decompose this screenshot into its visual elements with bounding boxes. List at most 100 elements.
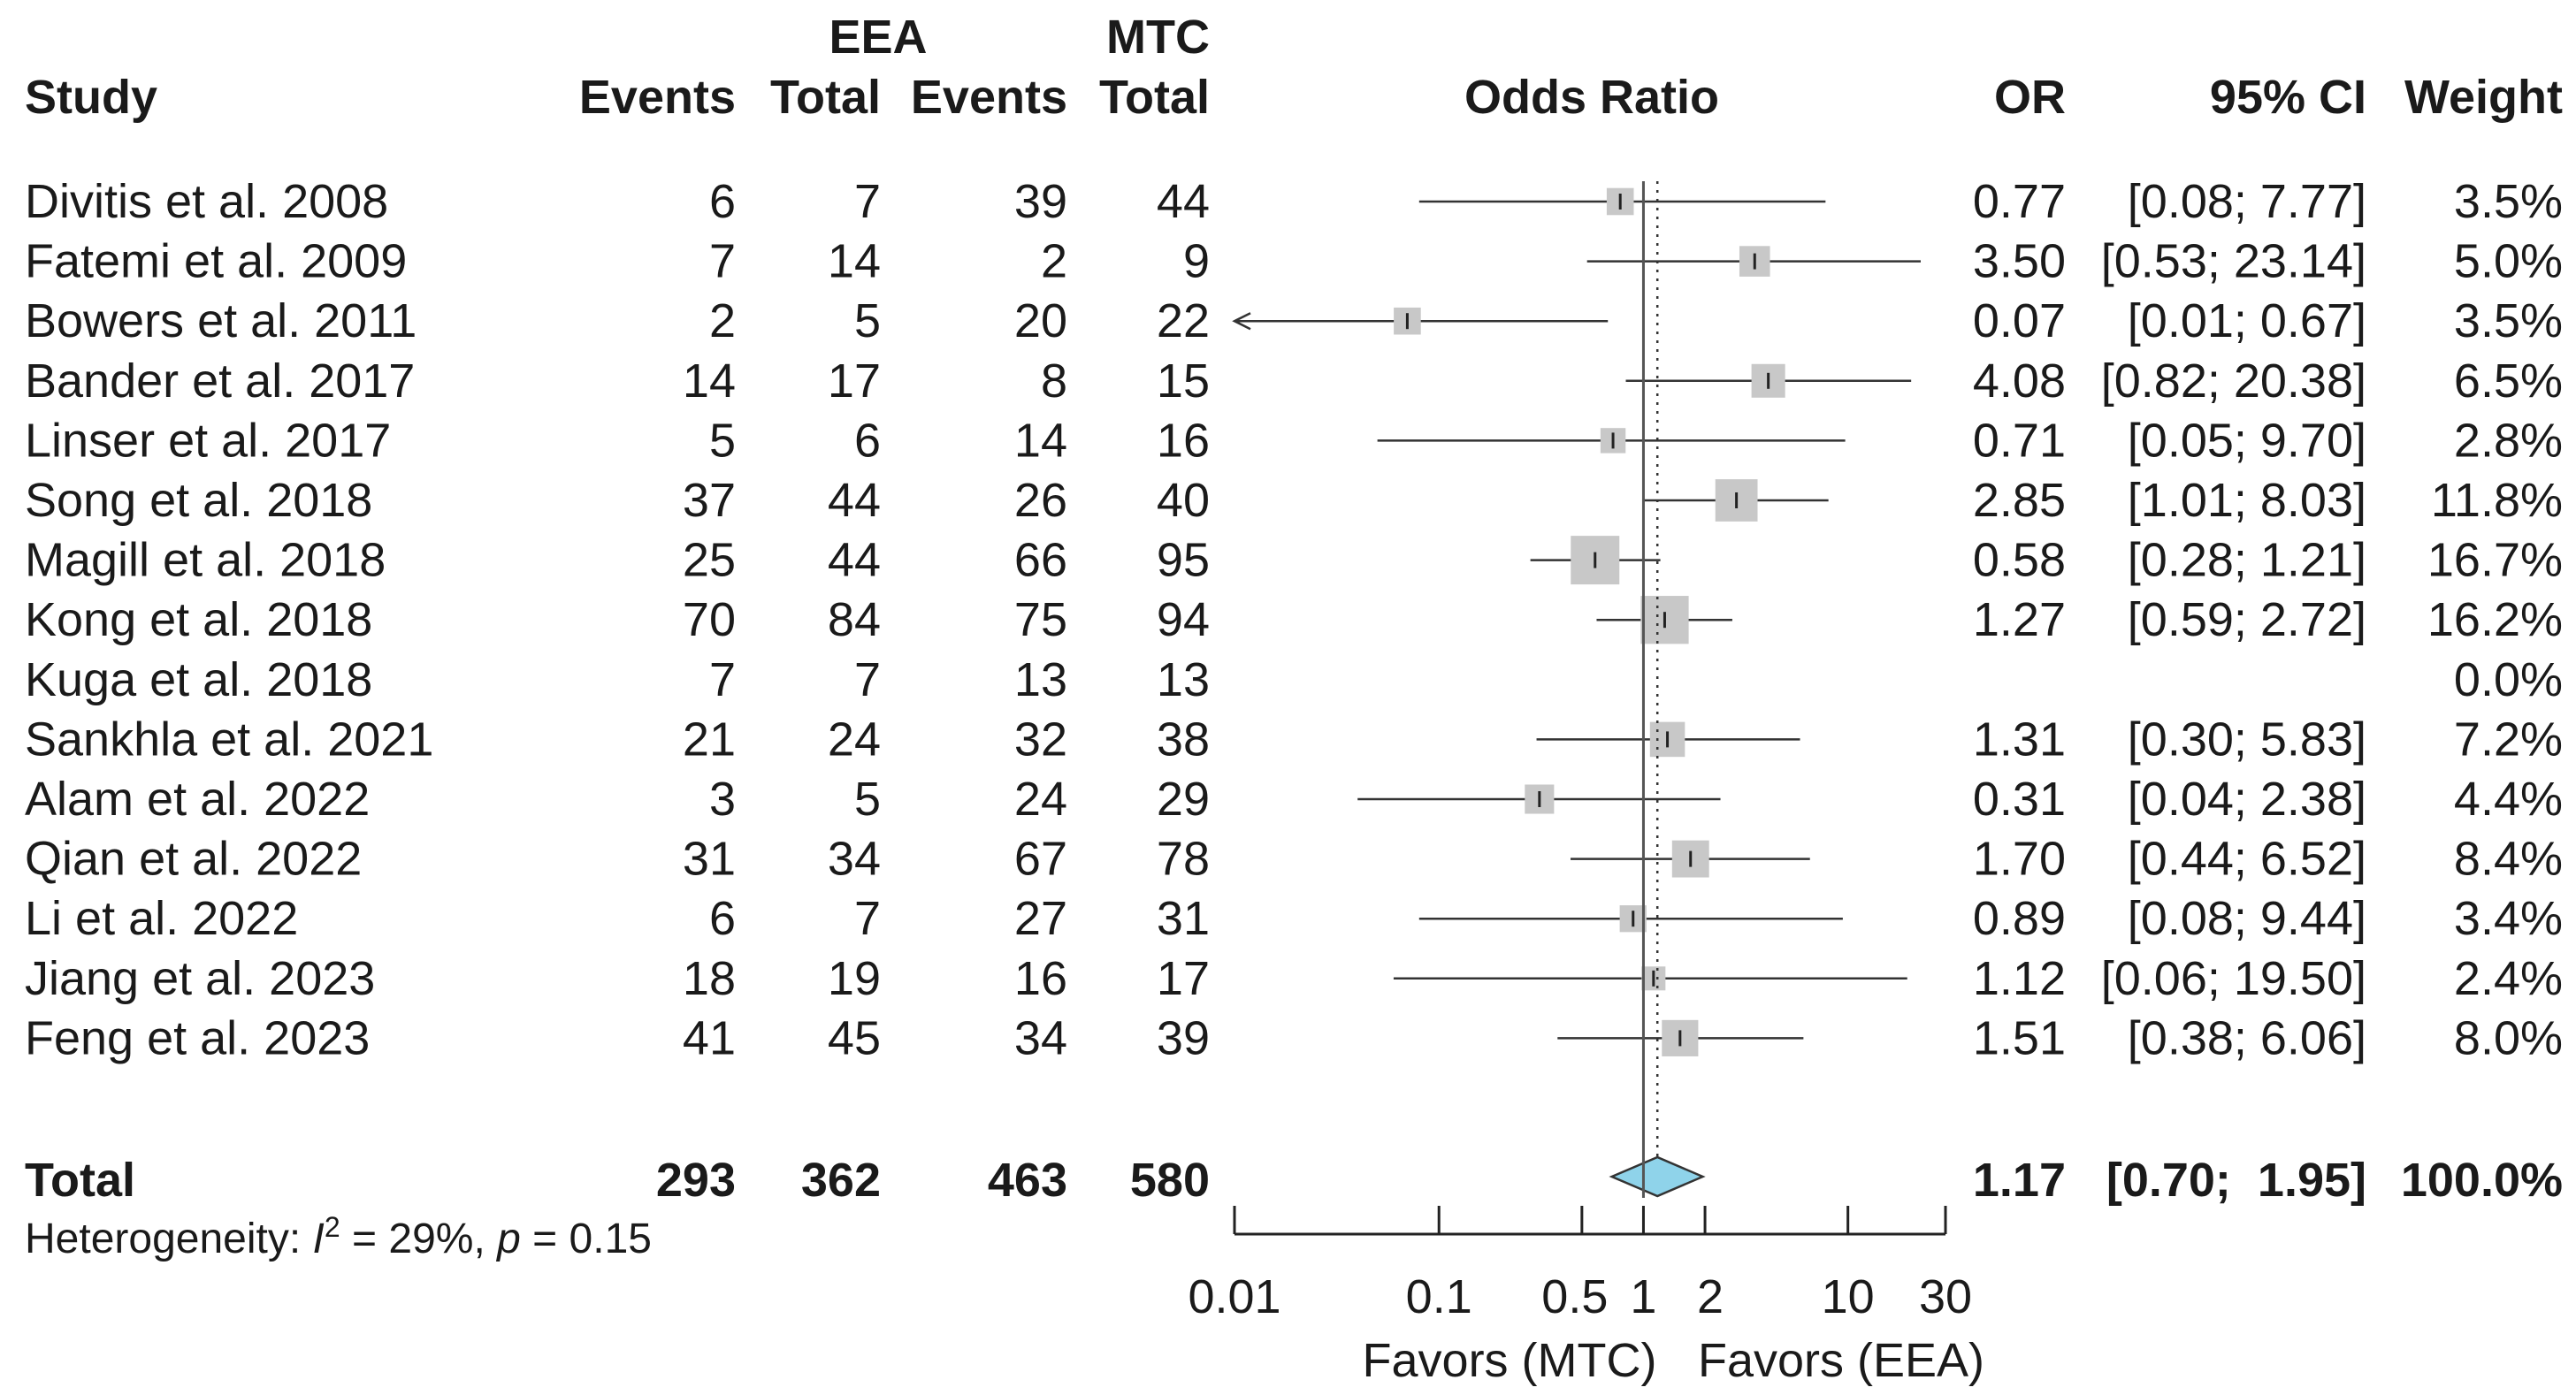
mtc-events: 39: [1014, 175, 1067, 228]
axis-tick-label: 1: [1630, 1270, 1656, 1323]
mtc-events: 26: [1014, 474, 1067, 527]
mtc-total: 16: [1157, 414, 1210, 467]
weight-value: 4.4%: [2454, 773, 2563, 826]
weight-value: 3.4%: [2454, 892, 2563, 945]
study-rows: Divitis et al. 2008 6 7 39 44 0.77 [0.08; 7.77…: [25, 175, 2563, 1064]
eea-total: 7: [854, 175, 881, 228]
study-name: Magill et al. 2018: [25, 534, 386, 587]
eea-total: 19: [828, 952, 881, 1005]
ci-value: [0.53; 23.14]: [2101, 235, 2366, 288]
eea-events: 37: [683, 474, 736, 527]
eea-events: 2: [709, 294, 736, 347]
or-value: 2.85: [1973, 474, 2066, 527]
eea-total: 14: [828, 235, 881, 288]
axis-tick-label: 0.5: [1541, 1270, 1608, 1323]
header-study: Study: [25, 71, 157, 124]
ci-value: [1.01; 8.03]: [2128, 474, 2366, 527]
total-label: Total: [25, 1154, 135, 1207]
total-weight: 100.0%: [2401, 1154, 2563, 1207]
axis-tick-label: 0.1: [1406, 1270, 1472, 1323]
mtc-events: 20: [1014, 294, 1067, 347]
weight-value: 3.5%: [2454, 294, 2563, 347]
eea-events: 3: [709, 773, 736, 826]
study-row: Fatemi et al. 2009 7 14 2 9 3.50 [0.53; 23.14]…: [25, 235, 2563, 288]
weight-value: 3.5%: [2454, 175, 2563, 228]
eea-events: 14: [683, 354, 736, 408]
mtc-events: 16: [1014, 952, 1067, 1005]
study-row: Divitis et al. 2008 6 7 39 44 0.77 [0.08; 7.77…: [25, 175, 2563, 228]
study-row: Qian et al. 2022 31 34 67 78 1.70 [0.44; 6.52]…: [25, 833, 2563, 886]
study-name: Bander et al. 2017: [25, 354, 415, 408]
eea-total: 6: [854, 414, 881, 467]
total-row: Total 293 362 463 580 1.17 [0.70; 1.95] …: [25, 1154, 2563, 1207]
pooled-estimate-diamond: [1609, 1155, 1706, 1198]
weight-value: 16.2%: [2427, 593, 2563, 646]
eea-events: 41: [683, 1011, 736, 1064]
study-name: Fatemi et al. 2009: [25, 235, 407, 288]
ci-value: [0.44; 6.52]: [2128, 833, 2366, 886]
weight-value: 5.0%: [2454, 235, 2563, 288]
or-value: 0.89: [1973, 892, 2066, 945]
weight-value: 11.8%: [2431, 474, 2563, 527]
mtc-events: 66: [1014, 534, 1067, 587]
header-mtc-events: Events: [911, 71, 1067, 124]
header-eea-total: Total: [770, 71, 881, 124]
weight-value: 2.8%: [2454, 414, 2563, 467]
eea-total: 44: [828, 534, 881, 587]
total-ci: [0.70; 1.95]: [2106, 1154, 2366, 1207]
eea-total: 34: [828, 833, 881, 886]
ci-value: [0.01; 0.67]: [2128, 294, 2366, 347]
or-value: 0.31: [1973, 773, 2066, 826]
mtc-total: 39: [1157, 1011, 1210, 1064]
axis-tick-label: 0.01: [1188, 1270, 1280, 1323]
ci-value: [0.05; 9.70]: [2128, 414, 2366, 467]
study-row: Kuga et al. 2018 7 7 13 13 0.0%: [25, 653, 2563, 706]
study-name: Alam et al. 2022: [25, 773, 370, 826]
eea-events: 7: [709, 653, 736, 706]
eea-total: 5: [854, 294, 881, 347]
total-mtc-total: 580: [1130, 1154, 1210, 1207]
header-eea-events: Events: [579, 71, 736, 124]
study-name: Kuga et al. 2018: [25, 653, 372, 706]
mtc-events: 2: [1041, 235, 1067, 288]
axis-tick-label: 10: [1822, 1270, 1875, 1323]
weight-value: 8.4%: [2454, 833, 2563, 886]
mtc-total: 44: [1157, 175, 1210, 228]
mtc-events: 34: [1014, 1011, 1067, 1064]
weight-value: 8.0%: [2454, 1011, 2563, 1064]
study-name: Jiang et al. 2023: [25, 952, 375, 1005]
eea-total: 7: [854, 653, 881, 706]
eea-events: 5: [709, 414, 736, 467]
header-eea-group: EEA: [829, 11, 927, 64]
study-row: Magill et al. 2018 25 44 66 95 0.58 [0.28; 1.2…: [25, 534, 2563, 587]
mtc-total: 15: [1157, 354, 1210, 408]
study-row: Bowers et al. 2011 2 5 20 22 0.07 [0.01; 0.67]…: [25, 294, 2563, 347]
mtc-total: 78: [1157, 833, 1210, 886]
study-row: Linser et al. 2017 5 6 14 16 0.71 [0.05; 9.70]…: [25, 414, 2563, 467]
total-eea-total: 362: [801, 1154, 881, 1207]
mtc-total: 13: [1157, 653, 1210, 706]
or-value: 0.77: [1973, 175, 2066, 228]
study-row: Kong et al. 2018 70 84 75 94 1.27 [0.59; 2.72]…: [25, 593, 2563, 646]
axis-tick-label: 30: [1919, 1270, 1972, 1323]
or-value: 1.27: [1973, 593, 2066, 646]
eea-total: 84: [828, 593, 881, 646]
mtc-events: 67: [1014, 833, 1067, 886]
study-name: Linser et al. 2017: [25, 414, 391, 467]
study-row: Sankhla et al. 2021 21 24 32 38 1.31 [0.30; 5.…: [25, 713, 2563, 766]
weight-value: 7.2%: [2454, 713, 2563, 766]
ci-value: [0.28; 1.21]: [2128, 534, 2366, 587]
weight-value: 16.7%: [2427, 534, 2563, 587]
header-mtc-group: MTC: [1106, 11, 1210, 64]
ci-value: [0.08; 7.77]: [2128, 175, 2366, 228]
study-row: Jiang et al. 2023 18 19 16 17 1.12 [0.06; 19.5…: [25, 952, 2563, 1005]
mtc-total: 9: [1183, 235, 1210, 288]
eea-total: 44: [828, 474, 881, 527]
total-mtc-events: 463: [988, 1154, 1067, 1207]
study-name: Song et al. 2018: [25, 474, 372, 527]
study-name: Qian et al. 2022: [25, 833, 362, 886]
study-name: Sankhla et al. 2021: [25, 713, 433, 766]
mtc-total: 22: [1157, 294, 1210, 347]
eea-total: 7: [854, 892, 881, 945]
header-odds-ratio: Odds Ratio: [1464, 71, 1719, 124]
